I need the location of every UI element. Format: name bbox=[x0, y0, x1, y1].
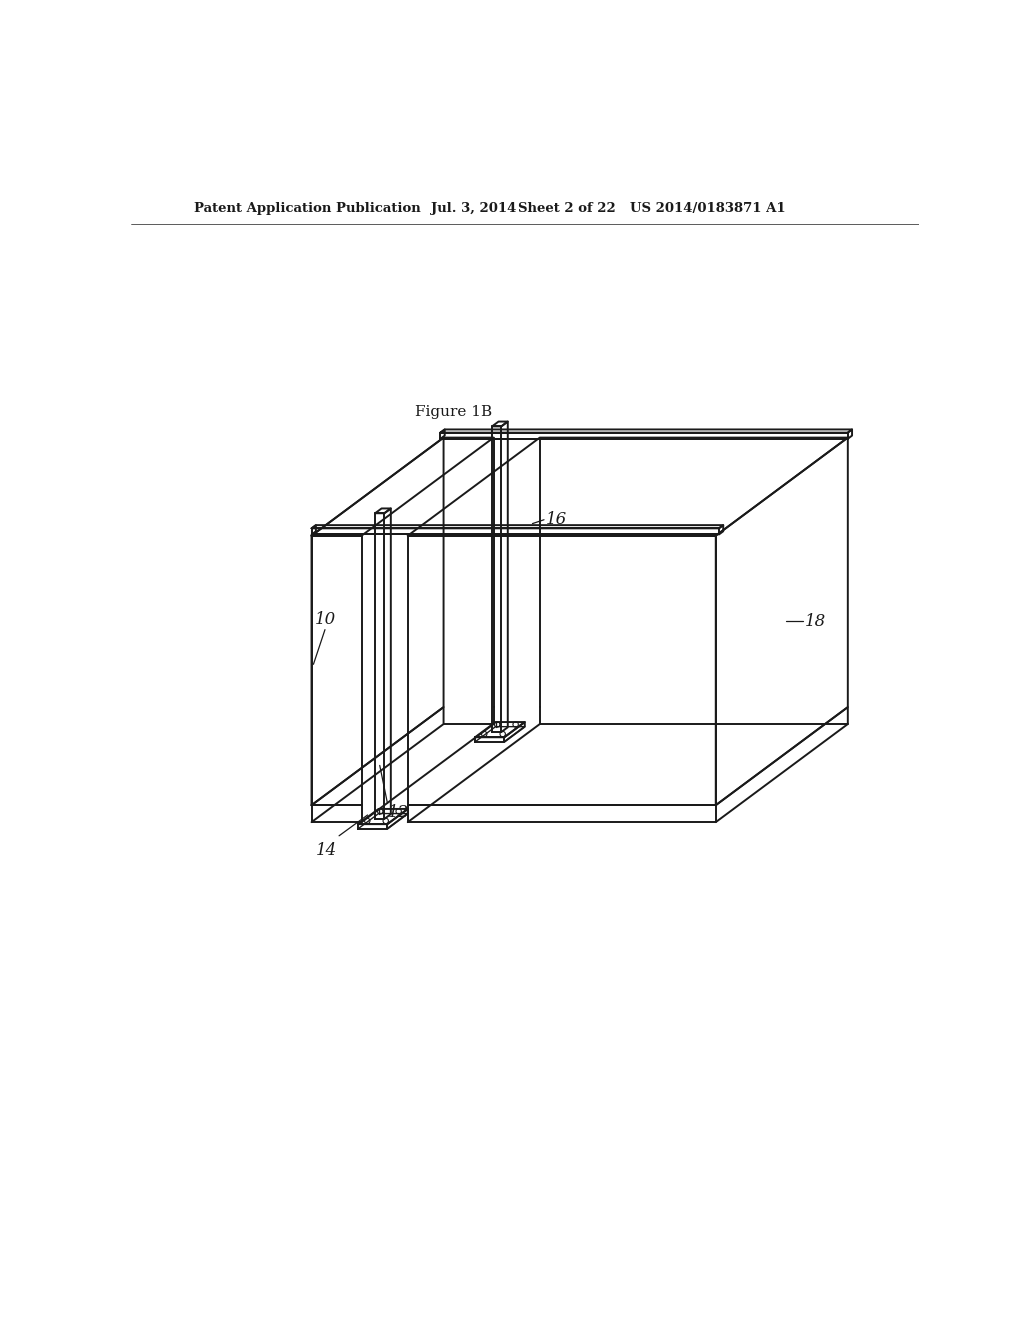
Text: 10: 10 bbox=[314, 611, 336, 628]
Text: Sheet 2 of 22: Sheet 2 of 22 bbox=[518, 202, 615, 215]
Text: 14: 14 bbox=[315, 842, 337, 859]
Text: 16: 16 bbox=[546, 511, 567, 528]
Text: 18: 18 bbox=[805, 612, 826, 630]
Text: Patent Application Publication: Patent Application Publication bbox=[194, 202, 421, 215]
Text: US 2014/0183871 A1: US 2014/0183871 A1 bbox=[630, 202, 785, 215]
Text: Figure 1B: Figure 1B bbox=[416, 405, 493, 418]
Text: Jul. 3, 2014: Jul. 3, 2014 bbox=[431, 202, 516, 215]
Text: 12: 12 bbox=[387, 804, 409, 821]
